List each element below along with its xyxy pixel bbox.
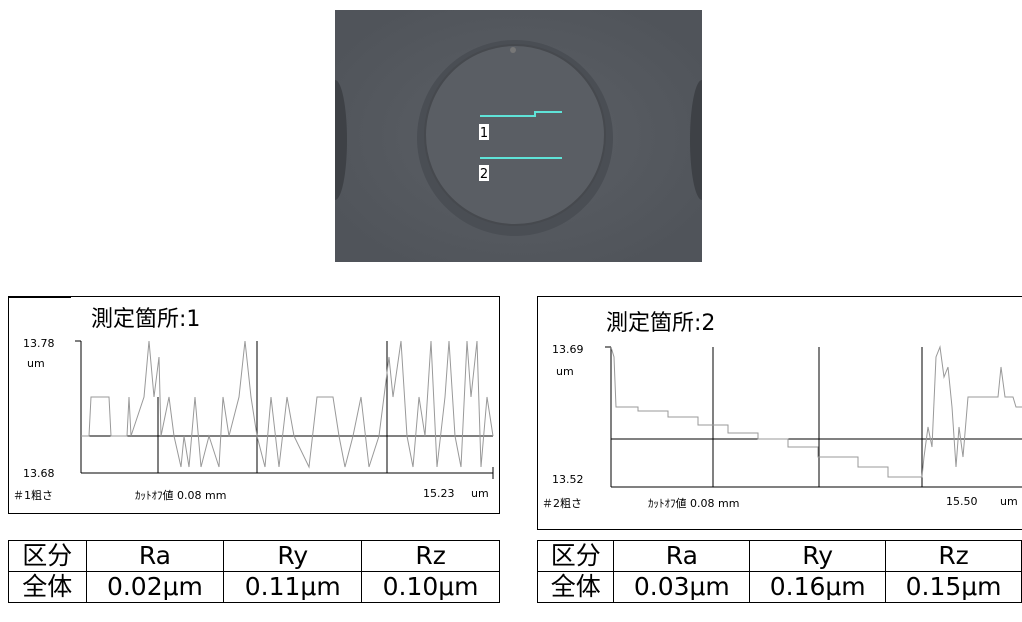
- row-cell: 0.15μm: [885, 571, 1022, 603]
- sample-photo: 1 2: [335, 10, 702, 262]
- length: 15.50: [946, 495, 978, 508]
- row-cell: 0.10μm: [361, 571, 500, 603]
- profile-panel: 測定箇所:2 13.69 um 13.52 ＃2粗さ ｶｯﾄｵﾌ値 0.08 m…: [537, 296, 1022, 530]
- header-cell: Ra: [613, 540, 751, 572]
- row-cell: 0.11μm: [223, 571, 363, 603]
- profile-name: ＃1粗さ: [13, 489, 53, 502]
- y-max-label: 13.78: [23, 337, 55, 350]
- spot-label: 2: [480, 167, 488, 182]
- row-cell: 0.02μm: [85, 571, 225, 603]
- cutoff: ｶｯﾄｵﾌ値 0.08 mm: [648, 497, 740, 510]
- profile-chart: [605, 345, 1022, 488]
- profile-panel: 測定箇所:1 13.78 um 13.68 ＃1粗さ ｶｯﾄｵﾌ値 0.08 m…: [8, 296, 500, 514]
- result-table: 区分 Ra Ry Rz 全体 0.03μm 0.16μm 0.15μm: [536, 540, 1022, 603]
- y-min-label: 13.68: [23, 467, 55, 480]
- result-table: 区分 Ra Ry Rz 全体 0.02μm 0.11μm 0.10μm: [8, 540, 500, 603]
- y-unit: um: [556, 365, 574, 378]
- profile-name: ＃2粗さ: [542, 497, 582, 510]
- cutoff: ｶｯﾄｵﾌ値 0.08 mm: [135, 489, 227, 502]
- row-cell: 全体: [8, 571, 87, 603]
- y-unit: um: [27, 357, 45, 370]
- header-cell: 区分: [8, 540, 87, 572]
- header-cell: Rz: [361, 540, 500, 572]
- spot-label: 1: [480, 126, 488, 141]
- header-cell: Ry: [749, 540, 887, 572]
- header-cell: Ry: [223, 540, 363, 572]
- header-cell: Ra: [85, 540, 225, 572]
- length-unit: um: [1000, 495, 1018, 508]
- length: 15.23: [423, 487, 455, 500]
- profile-chart: [9, 297, 494, 479]
- row-cell: 全体: [536, 571, 615, 603]
- row-cell: 0.16μm: [749, 571, 887, 603]
- panel-title: 測定箇所:1: [91, 307, 201, 332]
- length-unit: um: [471, 487, 489, 500]
- y-max-label: 13.69: [552, 343, 584, 356]
- header-cell: Rz: [885, 540, 1022, 572]
- row-cell: 0.03μm: [613, 571, 751, 603]
- header-cell: 区分: [536, 540, 615, 572]
- panel-title: 測定箇所:2: [606, 311, 716, 336]
- y-min-label: 13.52: [552, 473, 584, 486]
